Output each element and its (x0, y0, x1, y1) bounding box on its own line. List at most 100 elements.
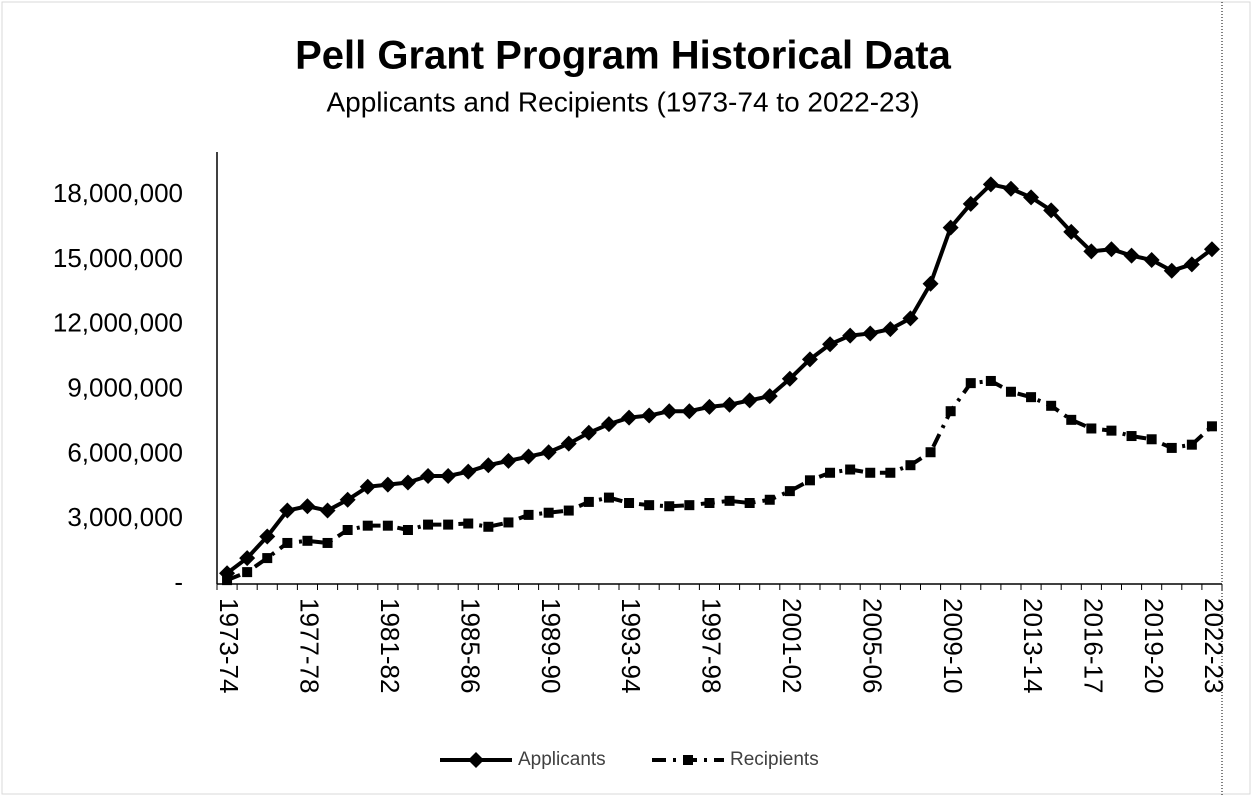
data-point (520, 448, 537, 465)
data-point (925, 447, 936, 458)
data-point (825, 467, 836, 478)
y-tick-label: - (174, 567, 183, 597)
data-point (865, 467, 876, 478)
data-point (804, 475, 815, 486)
data-point (319, 502, 336, 519)
data-point (1106, 425, 1117, 436)
data-point (982, 176, 999, 193)
legend-marker (683, 755, 693, 765)
data-point (540, 444, 557, 461)
data-point (684, 500, 695, 511)
data-point (222, 575, 233, 586)
data-point (382, 520, 393, 531)
data-point (443, 519, 454, 530)
data-point (402, 525, 413, 535)
x-tick-label: 2001-02 (777, 598, 807, 693)
data-point (681, 403, 698, 420)
data-point (399, 474, 416, 491)
x-tick-label: 1977-78 (295, 598, 325, 693)
data-point (282, 537, 293, 548)
data-point (580, 424, 597, 441)
x-tick-label: 1981-82 (375, 598, 405, 693)
data-point (342, 525, 353, 535)
data-point (440, 468, 457, 484)
data-point (882, 321, 899, 338)
data-point (965, 378, 976, 389)
data-point (1103, 241, 1120, 258)
y-tick-label: 6,000,000 (67, 437, 183, 467)
data-point (801, 351, 818, 368)
data-point (339, 491, 356, 508)
data-point (600, 416, 617, 433)
data-point (1206, 421, 1217, 432)
data-point (641, 407, 658, 424)
x-tick-label: 2022-23 (1199, 598, 1229, 693)
x-tick-label: 2013-14 (1018, 598, 1048, 693)
data-point (460, 463, 477, 480)
data-point (1186, 439, 1197, 450)
data-point (1043, 202, 1060, 219)
data-point (721, 396, 738, 413)
x-tick-label: 2009-10 (938, 598, 968, 693)
x-tick-label: 2019-20 (1139, 598, 1169, 693)
data-point (359, 478, 376, 495)
data-point (1023, 189, 1040, 206)
data-point (563, 505, 574, 516)
data-point (1083, 243, 1100, 260)
data-point (1146, 434, 1157, 445)
data-point (1143, 252, 1160, 268)
data-point (621, 409, 638, 426)
data-point (480, 457, 497, 474)
data-point (463, 518, 474, 529)
data-point (1046, 400, 1057, 411)
data-point (503, 517, 514, 528)
data-point (423, 519, 434, 530)
data-point (322, 537, 333, 548)
data-point (1066, 414, 1077, 425)
data-point (761, 388, 778, 405)
data-point (1126, 431, 1137, 442)
data-point (483, 521, 494, 532)
chart-subtitle: Applicants and Recipients (1973-74 to 20… (326, 86, 919, 117)
x-tick-label: 2005-06 (857, 598, 887, 693)
data-point (985, 375, 996, 386)
x-tick-label: 2016-17 (1078, 598, 1108, 693)
data-point (242, 567, 253, 578)
data-point (279, 502, 296, 519)
y-tick-label: 18,000,000 (53, 178, 183, 208)
data-point (239, 550, 256, 567)
data-point (741, 392, 758, 409)
legend-label: Recipients (730, 749, 819, 770)
data-point (1063, 223, 1080, 240)
data-point (842, 327, 859, 344)
data-point (942, 219, 959, 236)
data-point (362, 520, 373, 531)
x-tick-label: 1985-86 (455, 598, 485, 693)
data-point (500, 452, 517, 469)
data-point (1086, 423, 1097, 434)
legend-label: Applicants (518, 749, 606, 770)
data-point (885, 467, 896, 478)
chart-title: Pell Grant Program Historical Data (295, 34, 952, 78)
data-point (299, 498, 316, 515)
data-point (644, 500, 655, 511)
data-point (704, 498, 715, 508)
x-tick-label: 1993-94 (616, 598, 646, 693)
data-point (1183, 256, 1200, 273)
data-point (822, 336, 839, 353)
data-point (259, 528, 276, 545)
y-tick-label: 12,000,000 (53, 308, 183, 338)
data-point (764, 494, 775, 505)
data-point (1026, 392, 1037, 403)
data-point (845, 464, 856, 475)
data-point (543, 507, 554, 518)
data-point (1203, 241, 1220, 258)
x-tick-label: 1973-74 (214, 598, 244, 693)
data-point (701, 398, 718, 415)
data-point (1002, 180, 1019, 197)
data-point (603, 492, 614, 503)
data-point (1163, 262, 1180, 279)
data-point (784, 486, 795, 497)
